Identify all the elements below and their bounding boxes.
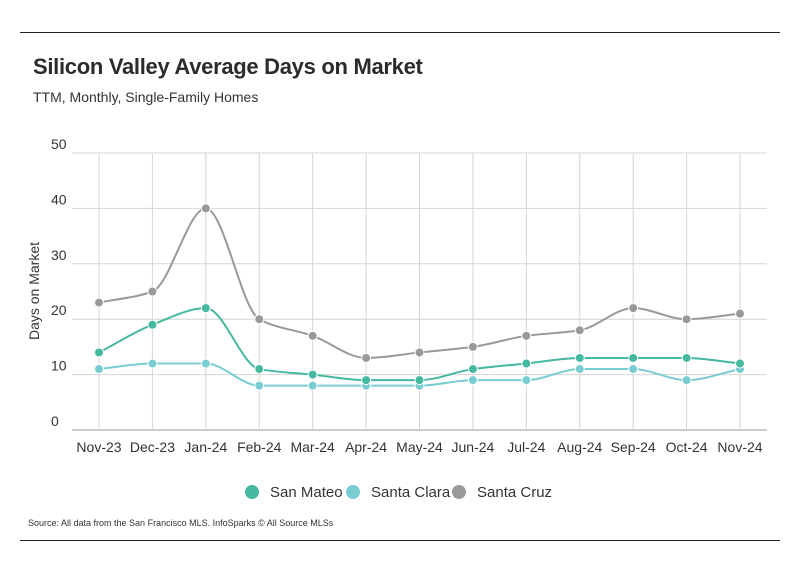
data-point-santa-cruz bbox=[574, 325, 585, 336]
y-tick-label: 10 bbox=[51, 358, 67, 374]
y-tick-label: 0 bbox=[51, 413, 59, 429]
data-point-santa-cruz bbox=[735, 308, 745, 319]
data-point-san-mateo bbox=[147, 319, 158, 330]
data-point-santa-clara bbox=[200, 358, 211, 369]
x-tick-label: Sep-24 bbox=[611, 439, 656, 455]
data-point-san-mateo bbox=[361, 375, 372, 386]
y-axis-title: Days on Market bbox=[26, 242, 42, 340]
top-rule bbox=[20, 32, 780, 33]
data-point-san-mateo bbox=[681, 352, 692, 363]
legend-label: Santa Clara bbox=[371, 484, 451, 501]
data-point-santa-cruz bbox=[200, 203, 211, 214]
data-point-santa-clara bbox=[628, 364, 639, 375]
data-point-santa-clara bbox=[147, 358, 158, 369]
series-layer bbox=[94, 203, 745, 391]
data-point-san-mateo bbox=[94, 347, 104, 358]
data-point-san-mateo bbox=[467, 364, 478, 375]
data-point-san-mateo bbox=[735, 358, 745, 369]
series-san-mateo bbox=[94, 303, 745, 386]
data-point-san-mateo bbox=[254, 364, 265, 375]
source-note: Source: All data from the San Francisco … bbox=[28, 518, 334, 528]
x-tick-label: Jan-24 bbox=[184, 439, 227, 455]
data-point-santa-cruz bbox=[521, 330, 532, 341]
data-point-santa-cruz bbox=[307, 330, 318, 341]
x-axis-ticks: Nov-23 Dec-23 Jan-24 Feb-24 Mar-24 Apr-24 May-… bbox=[76, 439, 762, 455]
x-tick-label: Nov-23 bbox=[76, 439, 121, 455]
data-point-santa-cruz bbox=[414, 347, 425, 358]
legend-swatch bbox=[452, 485, 466, 499]
data-point-santa-clara bbox=[574, 364, 585, 375]
x-tick-label: Apr-24 bbox=[345, 439, 387, 455]
x-tick-label: May-24 bbox=[396, 439, 443, 455]
legend: San Mateo Santa Clara Santa Cruz bbox=[245, 484, 552, 501]
x-tick-label: Jun-24 bbox=[452, 439, 495, 455]
data-point-santa-cruz bbox=[467, 341, 478, 352]
x-tick-label: Mar-24 bbox=[290, 439, 335, 455]
y-tick-label: 50 bbox=[51, 136, 67, 152]
x-tick-label: Dec-23 bbox=[130, 439, 175, 455]
x-tick-label: Oct-24 bbox=[666, 439, 708, 455]
data-point-santa-clara bbox=[521, 375, 532, 386]
data-point-santa-cruz bbox=[147, 286, 158, 297]
data-point-san-mateo bbox=[628, 352, 639, 363]
x-tick-label: Aug-24 bbox=[557, 439, 602, 455]
data-point-santa-cruz bbox=[361, 352, 372, 363]
legend-swatch bbox=[346, 485, 360, 499]
data-point-san-mateo bbox=[414, 375, 425, 386]
data-point-santa-clara bbox=[254, 380, 265, 391]
data-point-santa-cruz bbox=[681, 314, 692, 325]
y-tick-label: 30 bbox=[51, 247, 67, 263]
data-point-san-mateo bbox=[200, 303, 211, 314]
series-santa-cruz bbox=[94, 203, 745, 363]
legend-item-santa-cruz: Santa Cruz bbox=[452, 484, 552, 501]
chart-subtitle: TTM, Monthly, Single-Family Homes bbox=[33, 89, 259, 105]
chart-title: Silicon Valley Average Days on Market bbox=[33, 54, 423, 79]
legend-swatch bbox=[245, 485, 259, 499]
y-axis-ticks: 0 10 20 30 40 50 bbox=[51, 136, 67, 429]
data-point-santa-clara bbox=[681, 375, 692, 386]
data-point-santa-clara bbox=[467, 375, 478, 386]
legend-label: Santa Cruz bbox=[477, 484, 552, 501]
data-point-santa-cruz bbox=[254, 314, 265, 325]
legend-item-san-mateo: San Mateo bbox=[245, 484, 343, 501]
x-tick-label: Feb-24 bbox=[237, 439, 282, 455]
y-tick-label: 20 bbox=[51, 302, 67, 318]
legend-label: San Mateo bbox=[270, 484, 343, 501]
data-point-santa-cruz bbox=[628, 303, 639, 314]
data-point-san-mateo bbox=[521, 358, 532, 369]
data-point-san-mateo bbox=[307, 369, 318, 380]
data-point-santa-cruz bbox=[94, 297, 104, 308]
data-point-santa-clara bbox=[94, 364, 104, 375]
data-point-santa-clara bbox=[307, 380, 318, 391]
legend-item-santa-clara: Santa Clara bbox=[346, 484, 451, 501]
data-point-san-mateo bbox=[574, 352, 585, 363]
x-tick-label: Jul-24 bbox=[507, 439, 545, 455]
bottom-rule bbox=[20, 540, 780, 541]
x-tick-label: Nov-24 bbox=[717, 439, 762, 455]
y-tick-label: 40 bbox=[51, 191, 67, 207]
